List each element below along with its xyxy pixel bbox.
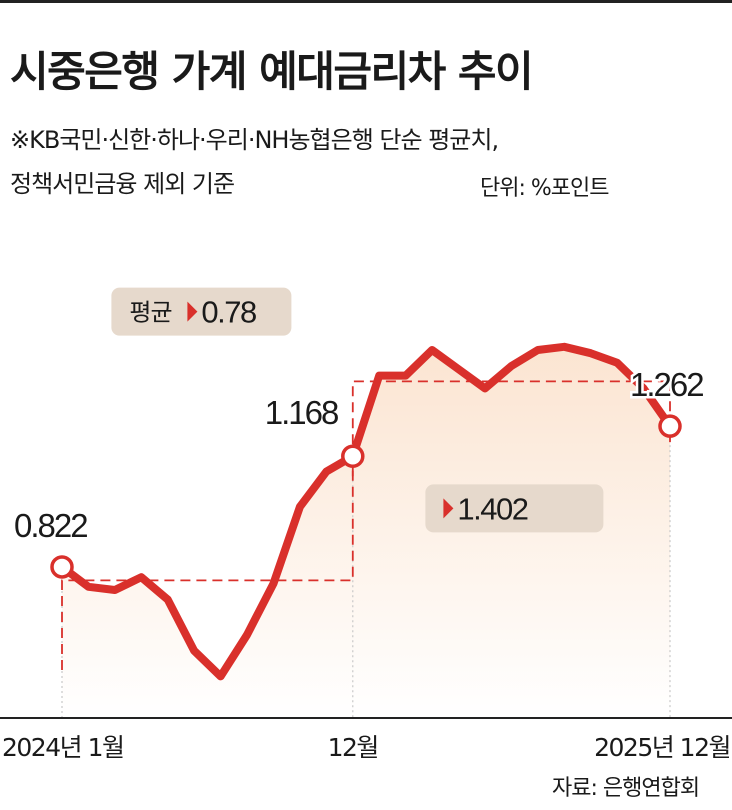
annotation-2025: 1.402: [425, 484, 604, 533]
chart-note-line-2: 정책서민금융 제외 기준: [10, 170, 235, 198]
data-point: [84, 583, 92, 591]
data-point: [402, 372, 410, 380]
data-point: [243, 631, 251, 639]
data-point: [111, 586, 119, 594]
data-point-marker: [50, 555, 74, 579]
chart-title: 시중은행 가계 예대금리차 추이: [10, 47, 534, 96]
data-point: [296, 503, 304, 511]
source-label: 자료: 은행연합회: [552, 776, 700, 801]
data-point: [322, 468, 330, 476]
data-point: [217, 672, 225, 680]
chart-note: ※KB국민·신한·하나·우리·NH농협은행 단순 평균치, 정책서민금융 제외 …: [10, 118, 499, 206]
area-fill: [62, 346, 670, 718]
data-point: [137, 573, 145, 581]
data-point: [164, 596, 172, 604]
data-point: [640, 384, 648, 392]
data-point: [507, 362, 515, 370]
data-point: [455, 365, 463, 373]
chart-note-line-1: ※KB국민·신한·하나·우리·NH농협은행 단순 평균치,: [10, 126, 499, 154]
series-line: [58, 342, 674, 681]
data-point: [481, 384, 489, 392]
data-label: 1.262: [630, 366, 703, 403]
data-label: 1.168: [265, 394, 338, 431]
triangle-icon: [443, 498, 454, 519]
annotation-box: [111, 287, 292, 336]
x-tick-label: 2025년 12월: [594, 733, 730, 762]
annotation-prefix: 평균: [129, 299, 171, 327]
data-point: [560, 343, 568, 351]
top-rule: [0, 0, 732, 3]
data-point-marker: [341, 444, 365, 468]
data-point: [190, 647, 198, 655]
data-label: 0.822: [14, 507, 87, 544]
data-point: [587, 349, 595, 357]
data-point-marker: [658, 414, 682, 438]
data-point: [375, 372, 383, 380]
x-tick-label: 12월: [328, 733, 378, 762]
data-point: [534, 346, 542, 354]
annotation-2024: 평균 0.78: [111, 287, 292, 336]
x-tick-label: 2024년 1월: [2, 733, 123, 762]
annotation-value: 0.78: [201, 295, 256, 330]
unit-label: 단위: %포인트: [480, 176, 610, 201]
annotation-box: [425, 484, 604, 533]
data-point: [613, 359, 621, 367]
data-point: [428, 346, 436, 354]
annotation-value: 1.402: [457, 491, 527, 526]
data-point: [269, 580, 277, 588]
triangle-icon: [187, 301, 198, 322]
